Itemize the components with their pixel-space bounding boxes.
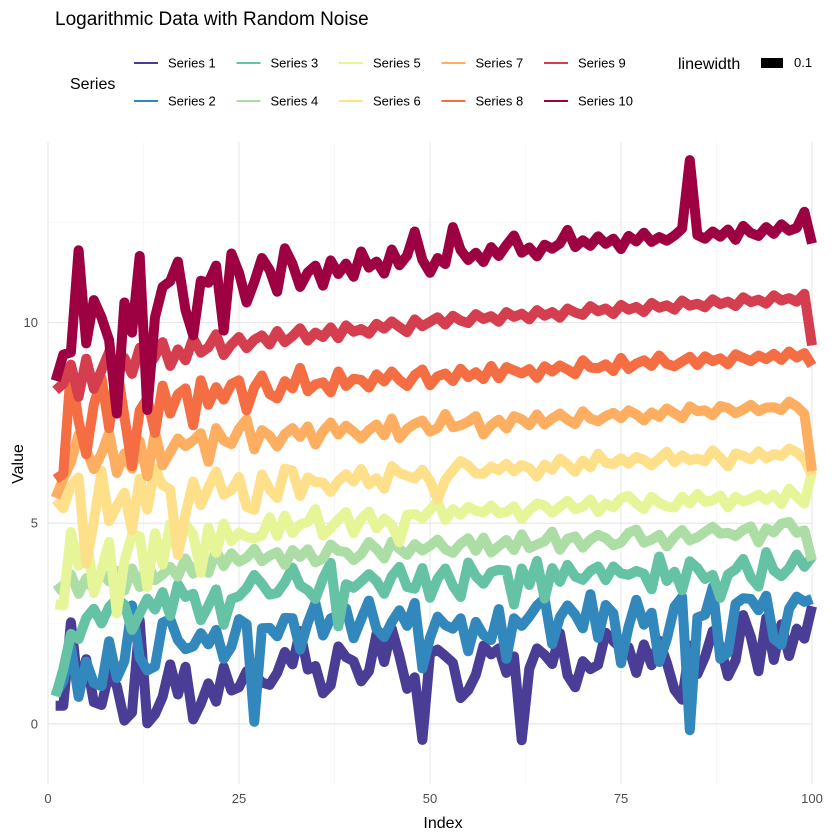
- series-line-10: [50, 155, 817, 419]
- chart-title: Logarithmic Data with Random Noise: [55, 9, 369, 30]
- x-tick-label: 100: [801, 791, 823, 806]
- size-legend-key: [761, 58, 783, 68]
- series-line-9: [52, 288, 817, 402]
- x-tick-label: 75: [614, 791, 628, 806]
- x-axis-ticks: 0 25 50 75 100: [44, 791, 822, 806]
- y-tick-label: 10: [24, 315, 38, 330]
- size-legend-title: linewidth: [678, 56, 740, 73]
- legend-label-6: Series 6: [373, 94, 421, 109]
- series-line-2: [51, 582, 814, 736]
- legend-label-1: Series 1: [168, 56, 216, 71]
- series-line-3: [50, 547, 816, 698]
- legend-label-10: Series 10: [578, 94, 633, 109]
- plot-panel: 0 25 50 75 100 0 5 10: [24, 142, 823, 806]
- legend-items: Series 1 Series 2 Series 3 Series 4 Series 5…: [134, 56, 633, 109]
- series-line-6: [51, 443, 817, 569]
- y-axis-title: Value: [10, 444, 27, 484]
- x-tick-label: 50: [423, 791, 437, 806]
- x-tick-label: 0: [44, 791, 51, 806]
- y-axis-ticks: 0 5 10: [24, 315, 38, 731]
- y-tick-label: 0: [31, 716, 38, 731]
- series-line-8: [52, 346, 817, 484]
- x-axis-title: Index: [423, 815, 462, 832]
- legend-label-9: Series 9: [578, 56, 626, 71]
- x-tick-label: 25: [232, 791, 246, 806]
- legend-label-4: Series 4: [271, 94, 319, 109]
- legend-label-3: Series 3: [271, 56, 319, 71]
- series-lines: [50, 155, 817, 746]
- legend-title: Series: [70, 76, 115, 93]
- legend-label-8: Series 8: [476, 94, 524, 109]
- series-line-4: [52, 517, 817, 599]
- series-line-7: [50, 396, 817, 500]
- legend-label-7: Series 7: [476, 56, 524, 71]
- legend-label-5: Series 5: [373, 56, 421, 71]
- legend-label-2: Series 2: [168, 94, 216, 109]
- size-legend-label: 0.1: [794, 55, 812, 70]
- y-tick-label: 5: [31, 516, 38, 531]
